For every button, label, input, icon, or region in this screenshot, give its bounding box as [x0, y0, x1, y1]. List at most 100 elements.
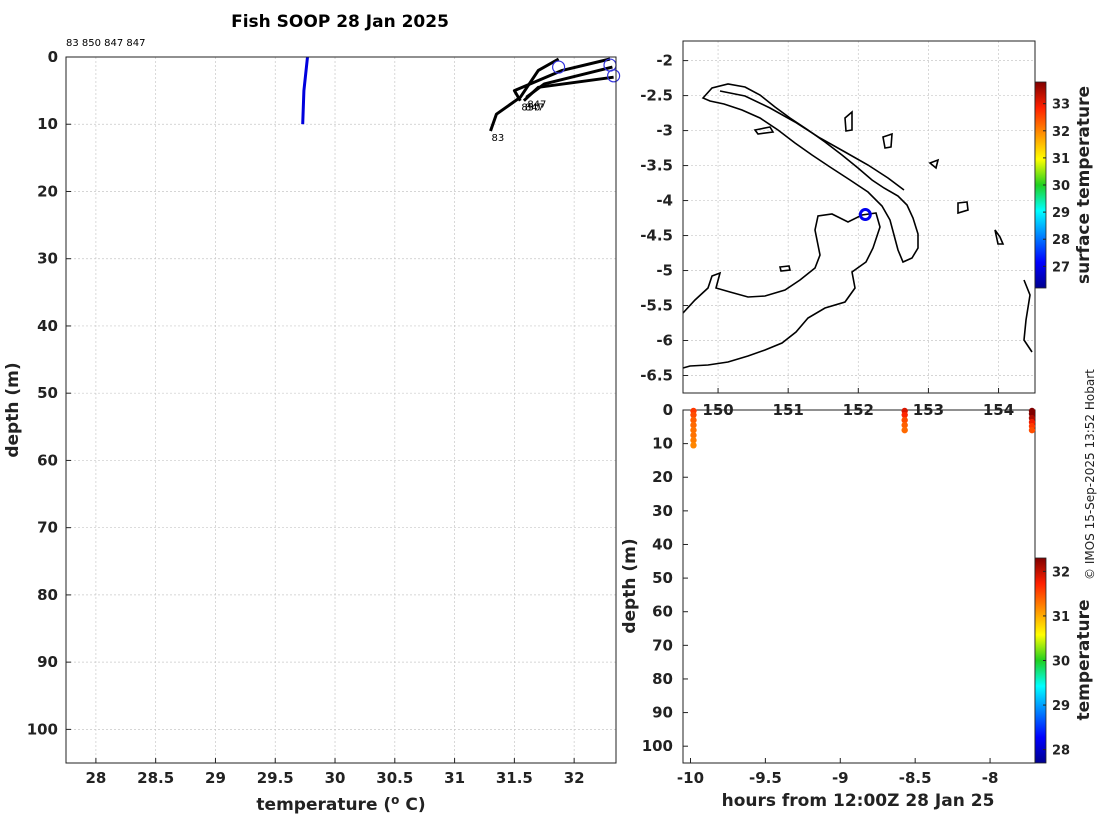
timeseries-x-ticks: -10 -9.5 -9 -8.5 -8: [677, 758, 998, 787]
timeseries-y-tick-label: 100: [642, 737, 673, 755]
timeseries-point: [690, 411, 697, 419]
map-colorbar-label: surface temperature: [1074, 86, 1094, 284]
coastline: [682, 83, 1033, 369]
timeseries-panel: -10 -9.5 -9 -8.5 -8 0 10 20 30 40 50 60 70 80 90 100 h…: [620, 401, 1094, 811]
profile-x-tick-label: 28: [85, 769, 106, 787]
map-y-tick-label: -6.5: [640, 367, 673, 385]
timeseries-x-tick-label: -8.5: [899, 769, 932, 787]
timeseries-y-tick-label: 40: [652, 535, 673, 553]
profile-x-tick-label: 29.5: [257, 769, 294, 787]
profile-series: [301, 56, 614, 132]
timeseries-point: [690, 432, 697, 439]
timeseries-y-tick-label: 10: [652, 435, 673, 453]
timeseries-y-tick-label: 50: [652, 569, 673, 587]
profile-x-ticks: 28 28.5 29 29.5 30 30.5 31 31.5 32: [85, 758, 585, 787]
profile-y-tick-label: 40: [37, 317, 58, 335]
timeseries-point: [901, 416, 908, 424]
timeseries-y-tick-label: 70: [652, 636, 673, 654]
profile-series-label: 850: [521, 103, 540, 114]
timeseries-colorbar-ticks: 28 29 30 31 32: [1043, 565, 1070, 759]
coastline-islet-7: [928, 158, 940, 170]
profile-series-0: [301, 56, 309, 125]
coastline-duke-of-york: [882, 132, 893, 149]
profile-x-tick-label: 29: [205, 769, 226, 787]
coastline-islet-6: [779, 265, 791, 272]
timeseries-point: [690, 426, 697, 434]
coastline-islet-5: [1023, 279, 1033, 353]
coastline-islet-1: [844, 110, 853, 132]
profile-y-tick-label: 60: [37, 451, 58, 469]
timeseries-point: [901, 411, 908, 419]
profile-surface-marker: [607, 69, 621, 83]
timeseries-colorbar-tick-label: 32: [1052, 565, 1070, 580]
timeseries-y-tick-label: 60: [652, 603, 673, 621]
profile-y-tick-label: 70: [37, 519, 58, 537]
map-colorbar-tick-label: 28: [1052, 233, 1070, 248]
profile-series-2: [512, 57, 611, 102]
timeseries-axes-frame: [682, 409, 1036, 764]
coastline-islet-3: [957, 201, 969, 215]
profile-series-label: 83: [491, 133, 504, 144]
map-y-tick-label: -4: [656, 192, 673, 210]
map-colorbar-tick-label: 32: [1052, 125, 1070, 140]
map-y-tick-label: -3.5: [640, 157, 673, 175]
timeseries-points: [690, 407, 1036, 449]
coastline-new-britain: [682, 212, 881, 369]
timeseries-point: [690, 416, 697, 424]
profile-gridlines: [66, 56, 616, 763]
timeseries-point: [690, 421, 697, 429]
timeseries-y-tick-label: 0: [663, 401, 673, 419]
profile-x-tick-label: 31.5: [496, 769, 533, 787]
profile-y-tick-label: 0: [48, 48, 58, 66]
timeseries-point: [1028, 426, 1036, 434]
timeseries-x-tick-label: -9: [832, 769, 849, 787]
timeseries-x-axis-label: hours from 12:00Z 28 Jan 25: [722, 791, 995, 811]
timeseries-y-tick-label: 20: [652, 468, 673, 486]
timeseries-x-tick-label: -9.5: [749, 769, 782, 787]
profile-y-tick-label: 80: [37, 586, 58, 604]
profile-y-ticks: 0 10 20 30 40 50 60 70 80 90 100: [27, 48, 71, 738]
map-gridlines: [683, 41, 1035, 393]
map-colorbar-tick-label: 27: [1052, 260, 1070, 275]
timeseries-y-ticks: 0 10 20 30 40 50 60 70 80 90 100: [642, 401, 688, 755]
profile-x-tick-label: 28.5: [137, 769, 174, 787]
timeseries-colorbar-label: temperature: [1074, 599, 1094, 720]
profile-axes-frame: [65, 56, 617, 764]
timeseries-colorbar-tick-label: 28: [1052, 744, 1070, 759]
profile-x-tick-label: 30.5: [376, 769, 413, 787]
map-colorbar-tick-label: 29: [1052, 206, 1070, 221]
profile-x-tick-label: 30: [325, 769, 346, 787]
timeseries-point: [901, 426, 908, 434]
timeseries-y-tick-label: 30: [652, 502, 673, 520]
profile-series-1: [489, 57, 560, 132]
map-y-tick-label: -6: [656, 332, 673, 350]
profile-series-label: 847: [527, 99, 546, 110]
map-y-tick-label: -3: [656, 122, 673, 140]
profile-x-tick-label: 32: [564, 769, 585, 787]
profile-y-tick-label: 20: [37, 182, 58, 200]
coastline-islet-4: [994, 229, 1005, 245]
profile-y-tick-label: 10: [37, 115, 58, 133]
coastline-reef-line: [719, 90, 905, 191]
map-y-tick-label: -5.5: [640, 297, 673, 315]
profile-y-tick-label: 50: [37, 384, 58, 402]
timeseries-colorbar-tick-label: 29: [1052, 699, 1070, 714]
map-colorbar-ticks: 27 28 29 30 31 32 33: [1043, 98, 1070, 275]
profile-y-tick-label: 90: [37, 653, 58, 671]
chart-title: Fish SOOP 28 Jan 2025: [231, 12, 449, 32]
map-y-tick-label: -2: [656, 52, 673, 70]
map-y-ticks: -2 -2.5 -3 -3.5 -4 -4.5 -5 -5.5 -6 -6.5: [640, 52, 688, 385]
profile-surface-marker: [552, 60, 566, 74]
map-colorbar-tick-label: 30: [1052, 179, 1070, 194]
timeseries-y-tick-label: 80: [652, 670, 673, 688]
map-y-tick-label: -2.5: [640, 87, 673, 105]
credit-text: © IMOS 15-Sep-2025 13:52 Hobart: [1083, 369, 1097, 580]
profile-series-4: [522, 75, 614, 102]
profile-y-axis-label: depth (m): [3, 362, 23, 457]
timeseries-point: [690, 437, 697, 444]
coastline-islet-2: [753, 126, 775, 135]
timeseries-point: [901, 421, 908, 429]
